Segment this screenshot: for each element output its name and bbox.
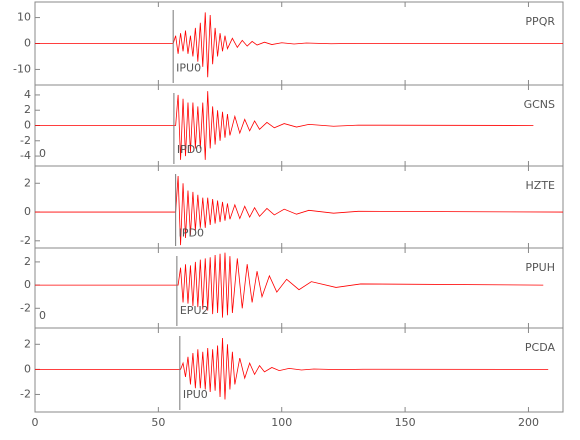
panel-frame [34,165,564,249]
pick-label: IPD0 [179,227,204,240]
pick-label: EPU2 [180,304,209,317]
station-name: PPUH [525,261,555,274]
y-tick-label: -4 [20,149,31,162]
y-tick-label: 2 [24,103,31,116]
station-name: HZTE [526,179,556,192]
y-tick-label: 2 [24,176,31,189]
trace [35,91,534,160]
station-name: PCDA [525,341,556,354]
x-tick-label: 0 [32,416,39,429]
y-tick-label: 10 [17,11,31,24]
pick-label: IPU0 [176,61,201,74]
y-tick-label: 2 [24,337,31,350]
trace [35,338,549,400]
x-tick-label: 100 [271,416,292,429]
y-tick-label: -2 [20,234,31,247]
corner-label: 0 [39,147,46,160]
x-tick-label: 150 [395,416,416,429]
y-tick-label: 0 [24,362,31,375]
trace [35,252,544,318]
station-name: PPQR [525,15,555,28]
y-tick-label: -2 [20,387,31,400]
y-tick-label: -2 [20,134,31,147]
y-tick-label: 0 [24,119,31,132]
station-name: GCNS [524,98,555,111]
y-tick-label: 0 [24,205,31,218]
y-tick-label: 0 [24,37,31,50]
trace [35,176,564,246]
pick-label: IPU0 [183,388,208,401]
y-tick-label: -10 [13,62,31,75]
panel-frame [34,247,564,329]
panel-frame [34,327,564,413]
trace [35,12,564,78]
x-tick-label: 200 [518,416,539,429]
pick-label: IPD0 [177,143,202,156]
y-tick-label: 0 [24,278,31,291]
y-tick-label: 4 [24,88,31,101]
y-tick-label: 2 [24,255,31,268]
corner-label: 0 [39,309,46,322]
y-tick-label: -2 [20,301,31,314]
x-tick-label: 50 [151,416,165,429]
